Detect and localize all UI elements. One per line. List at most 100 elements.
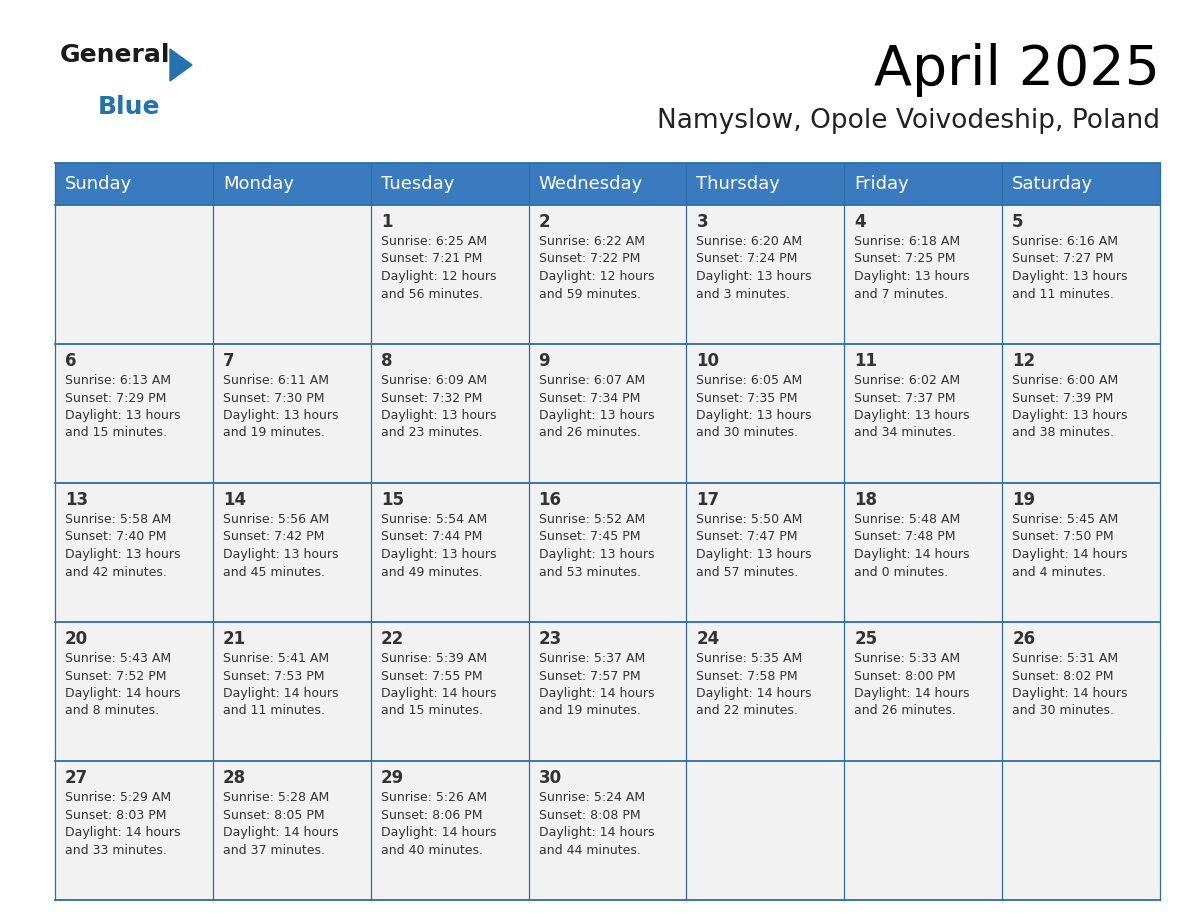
Bar: [529, 622, 687, 761]
Text: Sunrise: 5:31 AM
Sunset: 8:02 PM
Daylight: 14 hours
and 30 minutes.: Sunrise: 5:31 AM Sunset: 8:02 PM Dayligh…: [1012, 652, 1127, 718]
Bar: [55, 344, 213, 483]
Text: Sunrise: 6:11 AM
Sunset: 7:30 PM
Daylight: 13 hours
and 19 minutes.: Sunrise: 6:11 AM Sunset: 7:30 PM Dayligh…: [223, 374, 339, 440]
Text: Friday: Friday: [854, 175, 909, 193]
Bar: [687, 761, 845, 900]
Text: Sunrise: 5:43 AM
Sunset: 7:52 PM
Daylight: 14 hours
and 8 minutes.: Sunrise: 5:43 AM Sunset: 7:52 PM Dayligh…: [65, 652, 181, 718]
Text: Sunrise: 6:18 AM
Sunset: 7:25 PM
Daylight: 13 hours
and 7 minutes.: Sunrise: 6:18 AM Sunset: 7:25 PM Dayligh…: [854, 235, 969, 300]
Bar: [213, 622, 371, 761]
Text: Sunrise: 5:48 AM
Sunset: 7:48 PM
Daylight: 14 hours
and 0 minutes.: Sunrise: 5:48 AM Sunset: 7:48 PM Dayligh…: [854, 513, 969, 578]
Text: Sunrise: 6:09 AM
Sunset: 7:32 PM
Daylight: 13 hours
and 23 minutes.: Sunrise: 6:09 AM Sunset: 7:32 PM Dayligh…: [380, 374, 497, 440]
Bar: [213, 205, 371, 344]
Text: Sunrise: 5:56 AM
Sunset: 7:42 PM
Daylight: 13 hours
and 45 minutes.: Sunrise: 5:56 AM Sunset: 7:42 PM Dayligh…: [223, 513, 339, 578]
Text: 26: 26: [1012, 630, 1035, 648]
Text: Sunrise: 5:28 AM
Sunset: 8:05 PM
Daylight: 14 hours
and 37 minutes.: Sunrise: 5:28 AM Sunset: 8:05 PM Dayligh…: [223, 791, 339, 856]
Text: 8: 8: [380, 352, 392, 370]
Text: 3: 3: [696, 213, 708, 231]
Text: 9: 9: [538, 352, 550, 370]
Bar: [845, 163, 1003, 205]
Text: 5: 5: [1012, 213, 1024, 231]
Bar: [1003, 622, 1159, 761]
Bar: [371, 344, 529, 483]
Bar: [55, 483, 213, 622]
Text: Sunrise: 5:52 AM
Sunset: 7:45 PM
Daylight: 13 hours
and 53 minutes.: Sunrise: 5:52 AM Sunset: 7:45 PM Dayligh…: [538, 513, 655, 578]
Text: Sunrise: 5:58 AM
Sunset: 7:40 PM
Daylight: 13 hours
and 42 minutes.: Sunrise: 5:58 AM Sunset: 7:40 PM Dayligh…: [65, 513, 181, 578]
Text: Sunrise: 6:20 AM
Sunset: 7:24 PM
Daylight: 13 hours
and 3 minutes.: Sunrise: 6:20 AM Sunset: 7:24 PM Dayligh…: [696, 235, 811, 300]
Text: Sunrise: 5:39 AM
Sunset: 7:55 PM
Daylight: 14 hours
and 15 minutes.: Sunrise: 5:39 AM Sunset: 7:55 PM Dayligh…: [380, 652, 497, 718]
Bar: [55, 761, 213, 900]
Bar: [845, 205, 1003, 344]
Text: Saturday: Saturday: [1012, 175, 1093, 193]
Text: Sunrise: 6:25 AM
Sunset: 7:21 PM
Daylight: 12 hours
and 56 minutes.: Sunrise: 6:25 AM Sunset: 7:21 PM Dayligh…: [380, 235, 497, 300]
Text: Sunrise: 5:26 AM
Sunset: 8:06 PM
Daylight: 14 hours
and 40 minutes.: Sunrise: 5:26 AM Sunset: 8:06 PM Dayligh…: [380, 791, 497, 856]
Text: 23: 23: [538, 630, 562, 648]
Text: Sunrise: 5:41 AM
Sunset: 7:53 PM
Daylight: 14 hours
and 11 minutes.: Sunrise: 5:41 AM Sunset: 7:53 PM Dayligh…: [223, 652, 339, 718]
Text: Wednesday: Wednesday: [538, 175, 643, 193]
Bar: [687, 483, 845, 622]
Bar: [845, 622, 1003, 761]
Text: Sunrise: 6:16 AM
Sunset: 7:27 PM
Daylight: 13 hours
and 11 minutes.: Sunrise: 6:16 AM Sunset: 7:27 PM Dayligh…: [1012, 235, 1127, 300]
Bar: [213, 483, 371, 622]
Bar: [55, 163, 213, 205]
Bar: [371, 205, 529, 344]
Text: Sunrise: 6:02 AM
Sunset: 7:37 PM
Daylight: 13 hours
and 34 minutes.: Sunrise: 6:02 AM Sunset: 7:37 PM Dayligh…: [854, 374, 969, 440]
Text: Sunrise: 5:24 AM
Sunset: 8:08 PM
Daylight: 14 hours
and 44 minutes.: Sunrise: 5:24 AM Sunset: 8:08 PM Dayligh…: [538, 791, 655, 856]
Bar: [371, 761, 529, 900]
Bar: [1003, 163, 1159, 205]
Bar: [213, 761, 371, 900]
Text: 24: 24: [696, 630, 720, 648]
Text: 4: 4: [854, 213, 866, 231]
Bar: [687, 344, 845, 483]
Bar: [213, 163, 371, 205]
Text: 18: 18: [854, 491, 877, 509]
Text: Sunday: Sunday: [65, 175, 132, 193]
Text: Sunrise: 6:00 AM
Sunset: 7:39 PM
Daylight: 13 hours
and 38 minutes.: Sunrise: 6:00 AM Sunset: 7:39 PM Dayligh…: [1012, 374, 1127, 440]
Bar: [529, 761, 687, 900]
Text: 25: 25: [854, 630, 878, 648]
Text: 19: 19: [1012, 491, 1035, 509]
Text: Monday: Monday: [223, 175, 293, 193]
Bar: [529, 163, 687, 205]
Bar: [845, 344, 1003, 483]
Text: 22: 22: [380, 630, 404, 648]
Text: 12: 12: [1012, 352, 1035, 370]
Text: 6: 6: [65, 352, 76, 370]
Text: 27: 27: [65, 769, 88, 787]
Bar: [1003, 483, 1159, 622]
Text: Thursday: Thursday: [696, 175, 781, 193]
Text: 11: 11: [854, 352, 877, 370]
Text: General: General: [61, 43, 171, 67]
Text: Sunrise: 5:37 AM
Sunset: 7:57 PM
Daylight: 14 hours
and 19 minutes.: Sunrise: 5:37 AM Sunset: 7:57 PM Dayligh…: [538, 652, 655, 718]
Text: 7: 7: [223, 352, 234, 370]
Text: Sunrise: 5:29 AM
Sunset: 8:03 PM
Daylight: 14 hours
and 33 minutes.: Sunrise: 5:29 AM Sunset: 8:03 PM Dayligh…: [65, 791, 181, 856]
Bar: [371, 483, 529, 622]
Text: 13: 13: [65, 491, 88, 509]
Bar: [687, 163, 845, 205]
Bar: [1003, 205, 1159, 344]
Text: 21: 21: [223, 630, 246, 648]
Bar: [687, 622, 845, 761]
Text: Sunrise: 5:35 AM
Sunset: 7:58 PM
Daylight: 14 hours
and 22 minutes.: Sunrise: 5:35 AM Sunset: 7:58 PM Dayligh…: [696, 652, 811, 718]
Bar: [55, 205, 213, 344]
Text: April 2025: April 2025: [874, 43, 1159, 97]
Text: Sunrise: 6:07 AM
Sunset: 7:34 PM
Daylight: 13 hours
and 26 minutes.: Sunrise: 6:07 AM Sunset: 7:34 PM Dayligh…: [538, 374, 655, 440]
Text: 29: 29: [380, 769, 404, 787]
Text: 20: 20: [65, 630, 88, 648]
Text: Sunrise: 6:13 AM
Sunset: 7:29 PM
Daylight: 13 hours
and 15 minutes.: Sunrise: 6:13 AM Sunset: 7:29 PM Dayligh…: [65, 374, 181, 440]
Bar: [1003, 344, 1159, 483]
Text: Sunrise: 5:54 AM
Sunset: 7:44 PM
Daylight: 13 hours
and 49 minutes.: Sunrise: 5:54 AM Sunset: 7:44 PM Dayligh…: [380, 513, 497, 578]
Text: Sunrise: 5:50 AM
Sunset: 7:47 PM
Daylight: 13 hours
and 57 minutes.: Sunrise: 5:50 AM Sunset: 7:47 PM Dayligh…: [696, 513, 811, 578]
Bar: [529, 205, 687, 344]
Text: 1: 1: [380, 213, 392, 231]
Bar: [845, 483, 1003, 622]
Text: 30: 30: [538, 769, 562, 787]
Bar: [55, 622, 213, 761]
Text: Tuesday: Tuesday: [380, 175, 454, 193]
Bar: [529, 344, 687, 483]
Bar: [1003, 761, 1159, 900]
Polygon shape: [170, 49, 192, 81]
Bar: [371, 163, 529, 205]
Text: Sunrise: 5:33 AM
Sunset: 8:00 PM
Daylight: 14 hours
and 26 minutes.: Sunrise: 5:33 AM Sunset: 8:00 PM Dayligh…: [854, 652, 969, 718]
Text: Namyslow, Opole Voivodeship, Poland: Namyslow, Opole Voivodeship, Poland: [657, 108, 1159, 134]
Text: 17: 17: [696, 491, 720, 509]
Text: 14: 14: [223, 491, 246, 509]
